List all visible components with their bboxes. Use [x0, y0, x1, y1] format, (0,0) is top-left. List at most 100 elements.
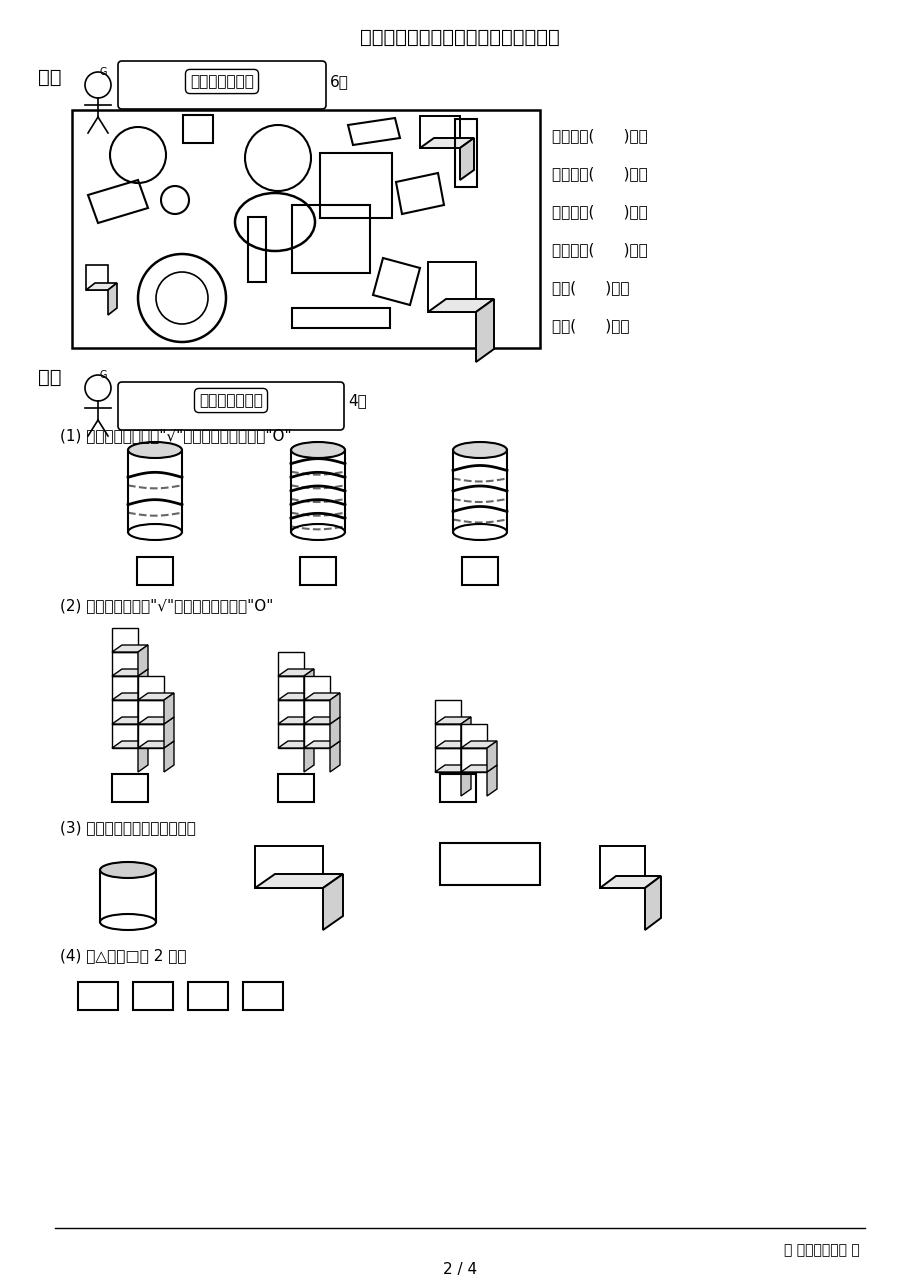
Polygon shape — [460, 765, 471, 796]
Bar — [291, 205, 369, 273]
Polygon shape — [138, 717, 174, 724]
Bar — [138, 724, 164, 748]
Text: 我会比、也会画: 我会比、也会画 — [199, 393, 263, 408]
Bar — [278, 724, 303, 748]
Text: 长方形有(      )个。: 长方形有( )个。 — [551, 242, 647, 258]
Bar — [255, 846, 323, 887]
Polygon shape — [138, 741, 148, 772]
Polygon shape — [278, 717, 313, 724]
Bar — [112, 774, 148, 802]
Text: (2) 在最多的下面画"√"，在最少的下面画"O": (2) 在最多的下面画"√"，在最少的下面画"O" — [60, 598, 273, 613]
Polygon shape — [330, 741, 340, 772]
Polygon shape — [138, 741, 174, 748]
Bar — [460, 724, 486, 748]
Bar — [112, 652, 138, 676]
Bar — [248, 216, 266, 282]
Bar — [187, 981, 228, 1010]
Polygon shape — [475, 299, 494, 362]
Bar — [320, 153, 391, 218]
Polygon shape — [303, 717, 313, 748]
FancyBboxPatch shape — [118, 61, 325, 109]
Polygon shape — [427, 299, 494, 312]
Bar — [243, 981, 283, 1010]
Text: 新人教版小学一年级数学上册期末试卷: 新人教版小学一年级数学上册期末试卷 — [359, 28, 560, 46]
Bar — [137, 556, 173, 585]
Polygon shape — [112, 717, 148, 724]
Polygon shape — [303, 693, 313, 724]
Bar — [439, 774, 475, 802]
Bar — [303, 676, 330, 699]
Bar — [112, 629, 138, 652]
Bar — [303, 699, 330, 724]
Polygon shape — [164, 693, 174, 724]
Polygon shape — [460, 765, 496, 772]
Polygon shape — [435, 741, 471, 748]
Polygon shape — [138, 717, 148, 748]
Text: 6分: 6分 — [330, 73, 348, 89]
Bar — [278, 774, 313, 802]
Text: 4分: 4分 — [347, 393, 367, 408]
Polygon shape — [420, 138, 473, 148]
Text: 球有(      )个。: 球有( )个。 — [551, 318, 629, 334]
Bar — [72, 109, 539, 348]
Polygon shape — [460, 717, 471, 748]
Polygon shape — [323, 875, 343, 930]
Bar — [435, 724, 460, 748]
Bar — [435, 748, 460, 772]
Polygon shape — [303, 668, 313, 699]
Text: 正方形有(      )个。: 正方形有( )个。 — [551, 204, 647, 219]
Polygon shape — [460, 741, 496, 748]
Ellipse shape — [128, 442, 182, 459]
Bar — [435, 699, 460, 724]
Bar — [303, 724, 330, 748]
Polygon shape — [164, 741, 174, 772]
Polygon shape — [108, 283, 117, 316]
Text: 三、: 三、 — [38, 368, 62, 386]
Bar — [278, 676, 303, 699]
Polygon shape — [303, 717, 340, 724]
Ellipse shape — [128, 524, 182, 540]
Bar — [112, 724, 138, 748]
Ellipse shape — [452, 442, 506, 459]
Polygon shape — [303, 741, 340, 748]
Bar — [278, 652, 303, 676]
Polygon shape — [138, 693, 148, 724]
Ellipse shape — [452, 524, 506, 540]
Text: 长方体有(      )个。: 长方体有( )个。 — [551, 166, 647, 182]
Text: 我会数、也会填: 我会数、也会填 — [190, 73, 254, 89]
Polygon shape — [278, 741, 313, 748]
FancyBboxPatch shape — [118, 383, 344, 430]
Polygon shape — [435, 765, 471, 772]
Polygon shape — [138, 668, 148, 699]
Bar — [112, 676, 138, 699]
Bar — [291, 308, 390, 328]
Polygon shape — [460, 741, 471, 772]
Text: 【 背面还有试题 】: 【 背面还有试题 】 — [783, 1243, 859, 1257]
Polygon shape — [460, 138, 473, 180]
Text: (1) 在最长的线下面画"√"，在最短的线下面画"O": (1) 在最长的线下面画"√"，在最短的线下面画"O" — [60, 428, 291, 443]
Ellipse shape — [100, 862, 156, 878]
Ellipse shape — [290, 524, 345, 540]
Bar — [112, 699, 138, 724]
Polygon shape — [435, 717, 471, 724]
Bar — [85, 265, 108, 290]
Bar — [427, 261, 475, 312]
Polygon shape — [112, 668, 148, 676]
Polygon shape — [138, 693, 174, 699]
Bar — [455, 118, 476, 187]
Polygon shape — [330, 717, 340, 748]
Text: 二、: 二、 — [38, 68, 62, 88]
Polygon shape — [486, 741, 496, 772]
Text: G: G — [100, 370, 108, 380]
Text: 圆有(      )个。: 圆有( )个。 — [551, 279, 629, 295]
Polygon shape — [330, 693, 340, 724]
Text: (3) 请你把不是同类的圈起来。: (3) 请你把不是同类的圈起来。 — [60, 820, 196, 835]
Polygon shape — [644, 876, 660, 930]
Polygon shape — [85, 283, 117, 290]
Bar — [460, 748, 486, 772]
Bar — [133, 981, 173, 1010]
Bar — [278, 699, 303, 724]
Polygon shape — [278, 693, 313, 699]
Bar — [420, 116, 460, 148]
Text: 正方体有(      )个。: 正方体有( )个。 — [551, 128, 647, 143]
